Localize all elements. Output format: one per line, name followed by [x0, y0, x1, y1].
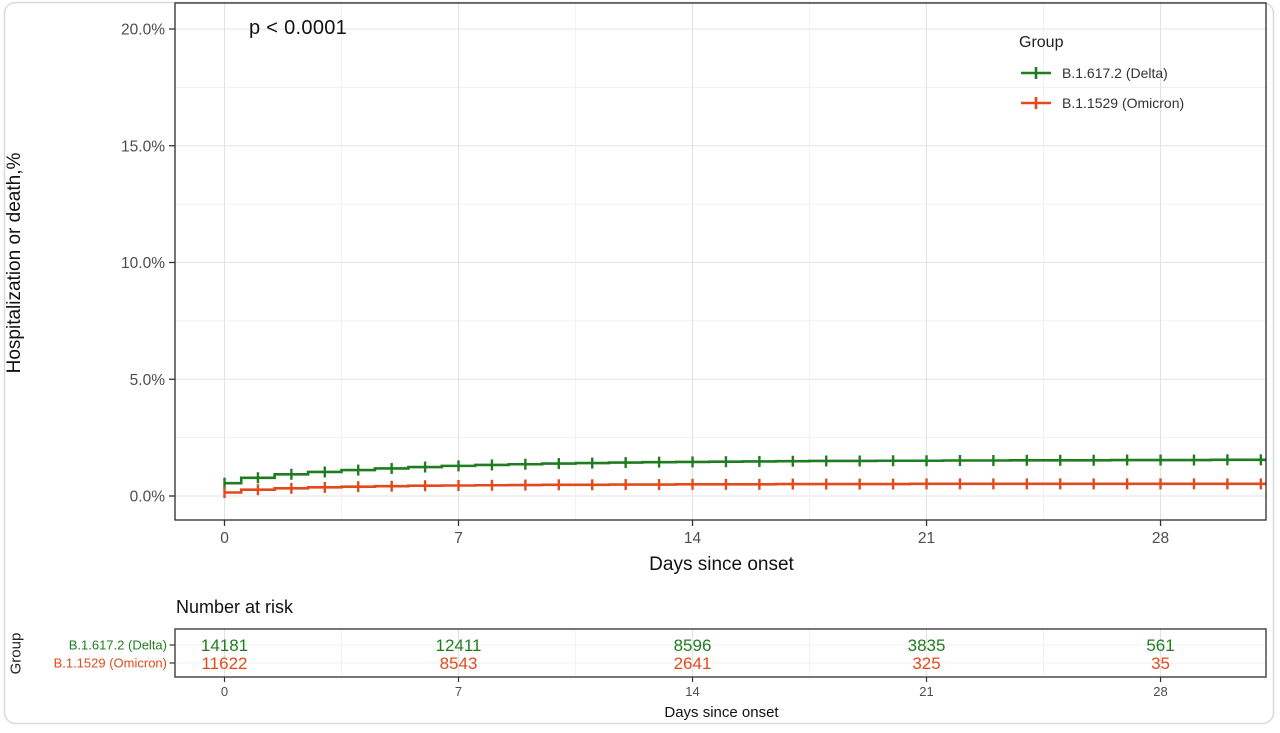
risk-x-tick-label: 0 [221, 684, 228, 699]
risk-table-group-axis-label: Group [7, 632, 25, 675]
risk-count: 3835 [908, 636, 946, 655]
y-axis-title: Hospitalization or death,% [4, 152, 25, 374]
legend-key-icon [1021, 67, 1051, 79]
risk-count: 2641 [674, 654, 712, 673]
risk-x-tick-label: 7 [455, 684, 462, 699]
y-tick-label: 20.0% [121, 22, 165, 39]
risk-x-tick-label: 28 [1153, 684, 1167, 699]
risk-count: 14181 [201, 636, 248, 655]
risk-count: 325 [912, 654, 940, 673]
curve-path [224, 482, 1266, 494]
risk-row-label-delta: B.1.617.2 (Delta) [68, 637, 167, 653]
survival-curve-omicron [223, 478, 1266, 498]
curve-path [224, 458, 1266, 485]
x-tick-label: 14 [684, 530, 702, 547]
risk-count: 35 [1151, 654, 1170, 673]
y-tick-label: 5.0% [130, 372, 166, 389]
legend: Group B.1.617.2 (Delta) B.1.1529 (Omicron… [1019, 34, 1184, 125]
risk-count: 8543 [440, 654, 478, 673]
risk-count: 11622 [201, 654, 247, 673]
x-tick-label: 21 [918, 530, 935, 547]
y-tick-label: 10.0% [121, 255, 165, 272]
y-tick-label: 15.0% [121, 138, 165, 155]
risk-count: 12411 [436, 636, 482, 655]
y-tick-label: 0.0% [130, 489, 166, 506]
risk-table-x-axis-title: Days since onset [664, 704, 779, 721]
risk-row-label-omicron: B.1.1529 (Omicron) [53, 655, 167, 671]
risk-x-tick-label: 14 [685, 684, 699, 699]
p-value-annotation: p < 0.0001 [249, 17, 348, 39]
risk-count: 8596 [674, 636, 712, 655]
legend-title: Group [1019, 34, 1064, 51]
risk-table-title: Number at risk [176, 597, 294, 617]
risk-table-background [175, 629, 1266, 677]
risk-x-tick-label: 21 [919, 684, 933, 699]
x-tick-label: 7 [454, 530, 463, 547]
legend-entry-omicron: B.1.1529 (Omicron) [1019, 95, 1184, 111]
legend-key-icon [1021, 97, 1051, 109]
risk-count: 561 [1146, 636, 1174, 655]
x-tick-label: 28 [1152, 530, 1169, 547]
legend-entry-delta: B.1.617.2 (Delta) [1019, 65, 1184, 81]
plot-panel-border [174, 2, 1267, 521]
plot-panel-background [175, 3, 1266, 520]
legend-entries: B.1.617.2 (Delta) B.1.1529 (Omicron) [1019, 65, 1184, 111]
x-axis-title: Days since onset [649, 554, 794, 575]
x-tick-label: 0 [220, 530, 229, 547]
legend-entry-label: B.1.1529 (Omicron) [1062, 95, 1185, 111]
legend-entry-label: B.1.617.2 (Delta) [1062, 65, 1168, 81]
risk-table-border [174, 628, 1267, 678]
survival-curve-delta [223, 454, 1266, 489]
